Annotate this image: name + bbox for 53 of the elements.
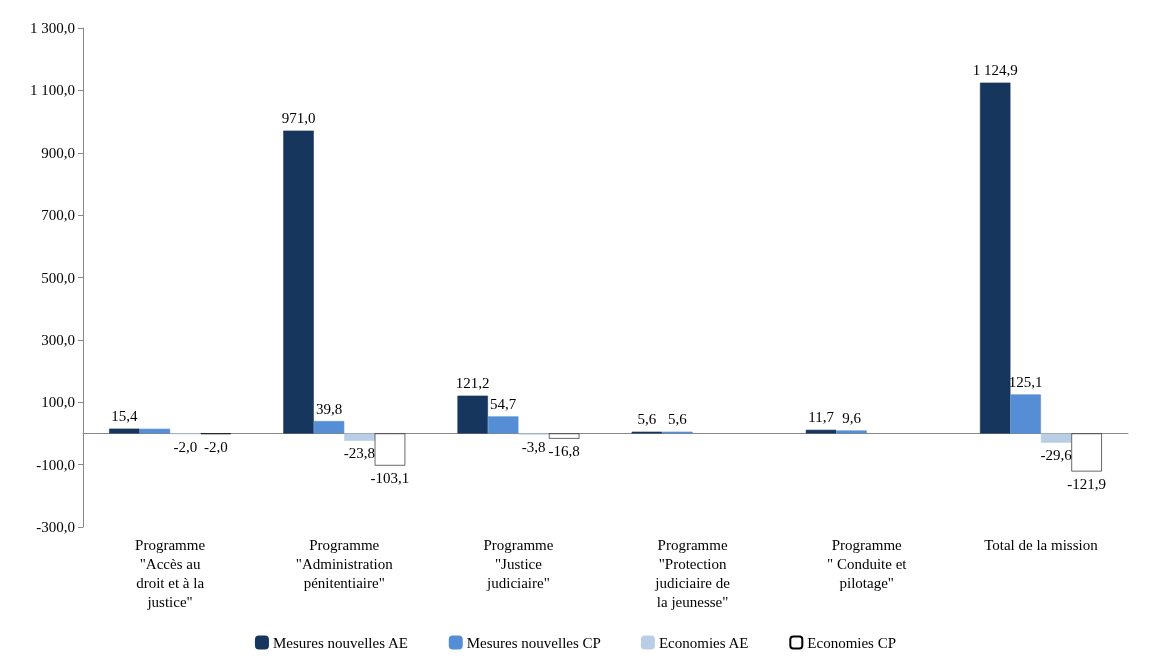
data-label: 39,8 (315, 400, 343, 417)
data-label: -16,8 (548, 443, 580, 460)
y-tick-label: 100,0 (41, 394, 75, 411)
data-label: -23,8 (343, 445, 376, 462)
y-tick-label: 300,0 (41, 331, 75, 348)
data-label: 54,7 (490, 395, 517, 412)
y-tick-label: 500,0 (41, 269, 75, 286)
bar (979, 82, 1011, 434)
y-tick-label: -100,0 (36, 456, 75, 473)
data-label: 121,2 (455, 375, 490, 392)
data-label: -2,0 (173, 438, 198, 455)
x-tick-label: Programme "Administration pénitentiaire" (295, 536, 394, 591)
bar (109, 428, 140, 434)
data-label: 971,0 (281, 110, 316, 127)
data-label: -2,0 (203, 438, 228, 455)
bar (1071, 433, 1102, 472)
data-label: 125,1 (1008, 373, 1043, 390)
y-tick-label: 1 100,0 (30, 82, 75, 99)
data-label: -29,6 (1040, 447, 1073, 464)
bar (139, 428, 171, 434)
x-tick-label: Programme "Protection judiciaire de la jeunesse" (654, 536, 731, 610)
data-label: 15,4 (111, 408, 138, 425)
legend-label: Mesures nouvelles CP (466, 634, 601, 651)
bar (487, 416, 519, 434)
x-tick-label: Programme " Conduite et pilotage" (827, 536, 908, 591)
data-label: -121,9 (1067, 475, 1107, 492)
bar (1040, 433, 1072, 443)
legend-label: Economies CP (807, 634, 897, 651)
bar (313, 421, 345, 434)
y-tick-label: 1 300,0 (30, 20, 75, 36)
data-label: -103,1 (370, 470, 410, 487)
y-tick-label: 900,0 (41, 144, 75, 161)
legend-label: Economies AE (658, 634, 749, 651)
bar (836, 430, 867, 434)
data-label: -3,8 (521, 439, 546, 456)
data-label: 9,6 (842, 409, 862, 426)
x-tick-label: Programme "Justice judiciaire" (483, 536, 554, 591)
data-label: 5,6 (667, 411, 688, 428)
legend-label: Mesures nouvelles AE (272, 634, 408, 651)
y-tick-label: -300,0 (36, 519, 75, 535)
data-label: 1 124,9 (972, 62, 1018, 79)
data-label: 11,7 (808, 409, 835, 426)
bar (548, 433, 580, 439)
y-tick-label: 700,0 (41, 207, 75, 224)
bar (805, 429, 837, 434)
x-tick-label: Programme "Accès au droit et à la justice" (135, 536, 206, 610)
x-tick-label: Total de la mission (984, 536, 1099, 553)
bar (374, 433, 406, 466)
bar (344, 433, 375, 441)
data-label: 5,6 (637, 411, 657, 428)
bar (1010, 394, 1041, 434)
bar (457, 395, 488, 434)
bar (283, 130, 314, 434)
